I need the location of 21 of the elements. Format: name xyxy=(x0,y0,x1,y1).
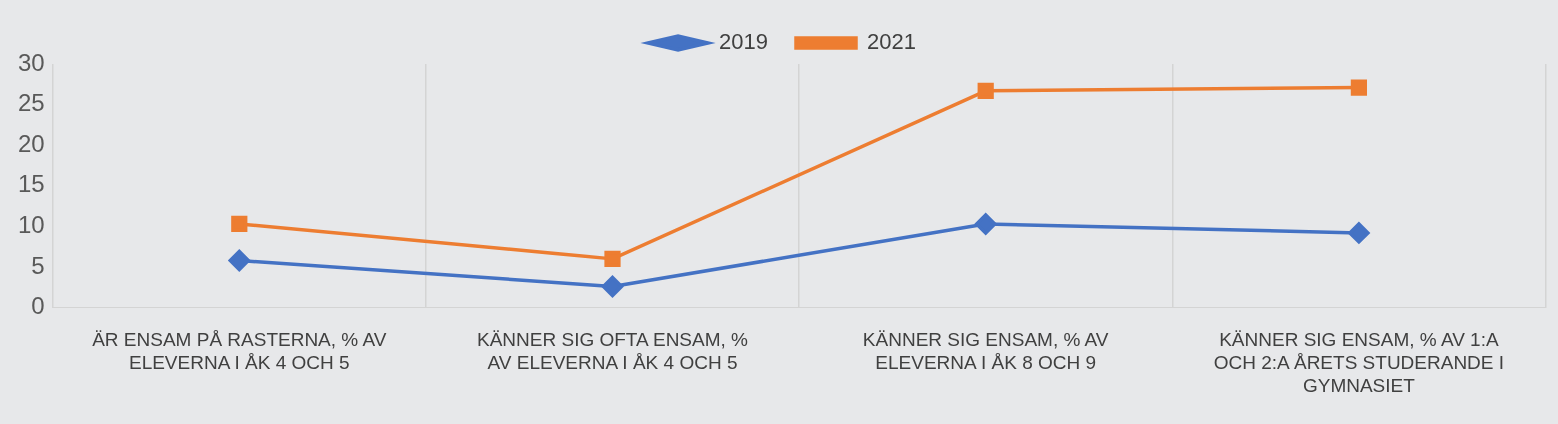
y-tick-label: 15 xyxy=(17,170,45,198)
point xyxy=(977,82,994,99)
y-tick-label: 25 xyxy=(17,89,45,117)
y-tick-label: 0 xyxy=(31,292,45,320)
x-tick-label: KÄNNER SIG OFTA ENSAM, % AV ELEVERNA I ÅK 4 OCH 5 xyxy=(477,329,749,374)
point xyxy=(604,250,621,267)
y-tick-label: 5 xyxy=(31,251,45,279)
point xyxy=(1348,222,1370,244)
y-tick-label: 30 xyxy=(17,48,45,76)
y-tick-label: 10 xyxy=(17,211,45,239)
point xyxy=(601,275,624,298)
y-tick-label: 20 xyxy=(17,129,45,157)
point xyxy=(1350,79,1368,96)
point xyxy=(228,249,251,272)
x-tick-label: KÄNNER SIG ENSAM, % AV 1:A OCH 2:A ÅRETS STUDERANDE I GYMNASIET xyxy=(1213,329,1505,396)
legend-label: 2019 xyxy=(719,29,769,55)
x-tick-label: ÄR ENSAM PÅ RASTERNA, % AV ELEVERNA I ÅK 4 OCH 5 xyxy=(92,329,387,374)
point xyxy=(231,215,248,233)
point xyxy=(974,213,997,235)
legend-label: 2021 xyxy=(867,29,916,55)
x-tick-label: KÄNNER SIG ENSAM, % AV ELEVERNA I ÅK 8 OCH 9 xyxy=(862,329,1109,374)
